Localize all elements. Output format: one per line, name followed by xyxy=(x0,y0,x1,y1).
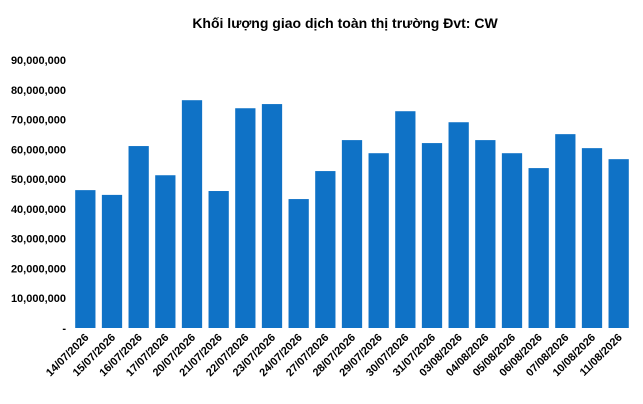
bar xyxy=(528,168,549,328)
bar xyxy=(288,199,309,328)
bar xyxy=(155,175,176,328)
bar xyxy=(128,146,149,328)
bar xyxy=(75,190,96,328)
bar xyxy=(395,111,416,329)
y-tick-label: 40,000,000 xyxy=(11,204,66,216)
bar xyxy=(501,153,523,328)
bar xyxy=(181,100,203,328)
bar xyxy=(208,191,229,328)
y-tick-label: 80,000,000 xyxy=(11,85,66,97)
bar xyxy=(341,140,363,328)
y-tick-label: 20,000,000 xyxy=(11,263,66,275)
y-tick-label: 10,000,000 xyxy=(11,293,66,305)
bar xyxy=(555,134,576,328)
bar xyxy=(581,148,603,328)
bar xyxy=(475,140,496,328)
bar xyxy=(448,122,469,328)
chart-title: Khối lượng giao dịch toàn thị trường Đvt… xyxy=(192,15,498,31)
bar xyxy=(101,194,123,328)
y-tick-label: 90,000,000 xyxy=(11,55,66,67)
y-tick-label: 60,000,000 xyxy=(11,144,66,156)
bar xyxy=(235,108,256,329)
bar xyxy=(608,159,629,328)
bar xyxy=(315,171,336,328)
bar xyxy=(421,143,443,328)
bar xyxy=(368,153,389,328)
y-tick-label: 70,000,000 xyxy=(11,115,66,127)
y-tick-label: 50,000,000 xyxy=(11,174,66,186)
y-tick-label: 30,000,000 xyxy=(11,234,66,246)
y-tick-label: - xyxy=(62,323,66,335)
bar xyxy=(261,104,283,329)
